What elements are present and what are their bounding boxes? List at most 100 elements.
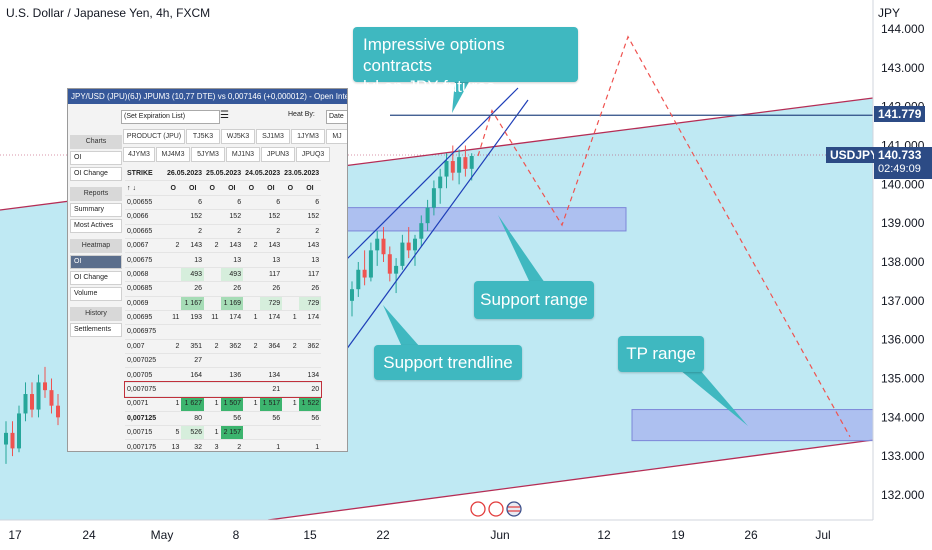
oi-cell: 26 xyxy=(220,281,244,297)
oi-cell: 729 xyxy=(259,296,283,311)
oi-date-header: 23.05.2023 xyxy=(282,167,322,182)
oi-cell: 0,00655 xyxy=(125,195,165,211)
oi-cell: 13 xyxy=(298,252,322,268)
options-callout-tail xyxy=(452,80,470,113)
candle-body xyxy=(350,289,354,301)
oi-sidebar-item[interactable]: OI Change xyxy=(70,167,122,181)
heat-by-select[interactable]: Date xyxy=(326,110,347,124)
oi-sidebar-item[interactable]: Summary xyxy=(70,203,122,217)
oi-cell xyxy=(165,209,182,225)
oi-tab[interactable]: TJ5K3 xyxy=(186,129,220,144)
oi-cell xyxy=(204,281,221,297)
oi-cell xyxy=(204,209,221,225)
oi-tab[interactable]: WJ5K3 xyxy=(221,129,255,144)
heat-by-label: Heat By: xyxy=(288,111,315,118)
oi-sort-icons[interactable]: ↑ ↓ xyxy=(125,180,165,196)
oi-cell: 0,00705 xyxy=(125,367,165,383)
oi-sidebar-item[interactable]: Settlements xyxy=(70,323,122,337)
oi-cell: 152 xyxy=(298,209,322,225)
oi-sidebar-item[interactable]: Most Actives xyxy=(70,219,122,233)
oi-cell xyxy=(259,324,283,340)
oi-sidebar-item[interactable]: OI Change xyxy=(70,271,122,285)
oi-cell xyxy=(204,382,221,398)
oi-table-row: 0,007175 13 32 3 2 1 1 xyxy=(125,439,322,451)
oi-subheader-cell: O xyxy=(204,180,221,196)
candle-body xyxy=(463,157,468,169)
oi-tab[interactable]: MJ4M3 xyxy=(156,147,190,162)
oi-sidebar-item[interactable]: OI xyxy=(70,255,122,269)
oi-table-row: 0,00705 164 136 134 134 xyxy=(125,367,322,383)
oi-cell: 134 xyxy=(298,367,322,383)
oi-cell: 2 xyxy=(181,224,205,239)
candle-body xyxy=(425,207,430,224)
oi-cell: 56 xyxy=(220,411,244,427)
candle-body xyxy=(10,432,15,449)
oi-cell xyxy=(165,252,182,268)
oi-cell: 0,0069 xyxy=(125,296,165,311)
oi-tab[interactable]: 4JYM3 xyxy=(123,147,155,162)
support-trendline-callout: Support trendline xyxy=(374,345,522,380)
oi-cell xyxy=(243,209,260,225)
oi-date-header: 24.05.2023 xyxy=(243,167,283,182)
oi-cell xyxy=(165,224,182,239)
candle-body xyxy=(17,413,21,449)
event-flag-icon[interactable] xyxy=(470,501,486,517)
oi-cell: 0,00715 xyxy=(125,425,165,441)
oi-cell: 11 xyxy=(204,310,221,326)
candle-body xyxy=(356,269,361,290)
oi-tab[interactable]: PRODUCT (JPU) xyxy=(123,129,185,144)
oi-tab[interactable]: JPUN3 xyxy=(261,147,295,162)
oi-cell: 26 xyxy=(259,281,283,297)
y-tick-label: 135.000 xyxy=(881,372,925,386)
x-tick-label: 17 xyxy=(8,528,22,542)
oi-cell xyxy=(243,252,260,268)
x-axis-area xyxy=(0,520,932,550)
settings-sliders-icon[interactable]: ☰ xyxy=(220,110,229,121)
oi-cell: 2 xyxy=(243,339,260,355)
x-tick-label: 19 xyxy=(671,528,685,542)
oi-cell: 174 xyxy=(220,310,244,326)
oi-tab[interactable]: SJ1M3 xyxy=(256,129,290,144)
oi-table-row: 0,00715 5 526 1 2 157 xyxy=(125,425,322,441)
oi-cell: 2 xyxy=(165,238,182,254)
oi-cell xyxy=(282,252,299,268)
candle-body xyxy=(30,394,34,410)
oi-cell xyxy=(282,224,299,239)
oi-cell: 0,00685 xyxy=(125,281,165,297)
oi-cell xyxy=(204,353,221,369)
oi-cell xyxy=(220,324,244,340)
x-tick-label: 12 xyxy=(597,528,611,542)
oi-sidebar-item[interactable]: Volume xyxy=(70,287,122,301)
x-tick-label: Jun xyxy=(490,528,509,542)
oi-cell xyxy=(259,425,283,441)
oi-cell xyxy=(243,439,260,451)
x-tick-label: 8 xyxy=(233,528,240,542)
candle-body xyxy=(387,254,392,274)
oi-cell: 0,00665 xyxy=(125,224,165,239)
support-range-label: Support range xyxy=(480,290,588,309)
candle-body xyxy=(419,223,424,239)
oi-cell: 21 xyxy=(259,382,283,398)
oi-sidebar-item[interactable]: OI xyxy=(70,151,122,165)
oi-cell: 0,007025 xyxy=(125,353,165,369)
oi-cell: 2 xyxy=(165,339,182,355)
x-tick-label: 26 xyxy=(744,528,758,542)
candle-body xyxy=(49,390,54,406)
oi-cell: 80 xyxy=(181,411,205,427)
oi-tab[interactable]: 5JYM3 xyxy=(191,147,225,162)
oi-cell: 164 xyxy=(181,367,205,383)
oi-tab[interactable]: 1JYM3 xyxy=(291,129,325,144)
oi-cell xyxy=(165,382,182,398)
oi-cell: 729 xyxy=(298,296,322,311)
expiration-select[interactable]: (Set Expiration List) xyxy=(121,110,220,124)
event-flag-icon[interactable] xyxy=(488,501,504,517)
oi-tab[interactable]: JPUQ3 xyxy=(296,147,330,162)
oi-tab[interactable]: MJ xyxy=(326,129,347,144)
oi-table-row: 0,0071 1 1 627 1 1 507 1 1 517 1 1 522 xyxy=(125,396,322,412)
y-tick-label: 143.000 xyxy=(881,61,925,75)
oi-tab[interactable]: MJ1N3 xyxy=(226,147,260,162)
oi-cell xyxy=(165,367,182,383)
oi-date-header: 25.05.2023 xyxy=(204,167,244,182)
us-flag-icon[interactable] xyxy=(506,501,522,517)
oi-table-row: 0,007025 27 xyxy=(125,353,322,369)
